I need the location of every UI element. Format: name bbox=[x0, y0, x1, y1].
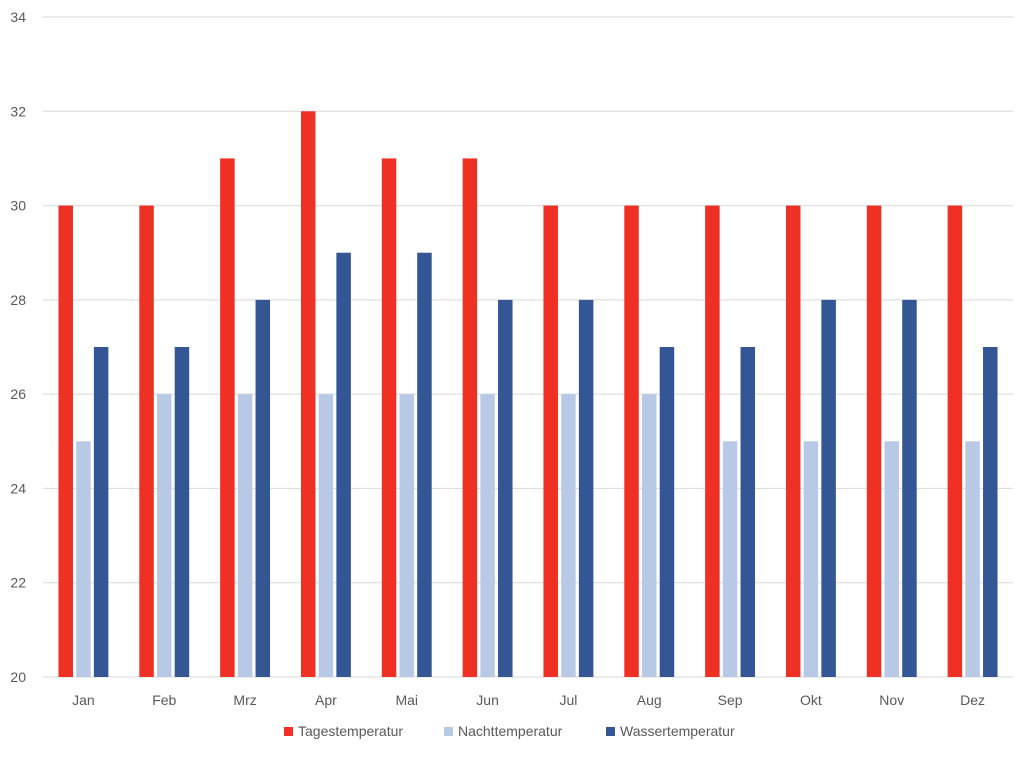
legend-item-nachttemperatur: Nachttemperatur bbox=[444, 723, 563, 739]
x-tick-label: Jun bbox=[476, 692, 499, 708]
bar-tagestemperatur-mai bbox=[381, 158, 397, 677]
bar-tagestemperatur-jan bbox=[58, 205, 73, 678]
y-tick-label: 26 bbox=[10, 386, 26, 402]
bar-tagestemperatur-dez bbox=[947, 205, 963, 678]
bar-wassertemperatur-nov bbox=[902, 299, 917, 677]
x-axis-ticks: Jan Feb Mrz Apr Mai Jun Jul Aug Sep Okt Nov Dez bbox=[72, 692, 985, 708]
legend-item-tagestemperatur: Tagestemperatur bbox=[284, 723, 403, 739]
x-tick-label: Jul bbox=[559, 692, 577, 708]
x-tick-label: Jan bbox=[72, 692, 95, 708]
bar-wassertemperatur-dez bbox=[983, 347, 998, 677]
bar-nachttemperatur-apr bbox=[318, 394, 334, 677]
bar-tagestemperatur-aug bbox=[624, 205, 639, 678]
bar-tagestemperatur-apr bbox=[300, 111, 316, 678]
bar-tagestemperatur-nov bbox=[866, 205, 882, 678]
legend-swatch bbox=[284, 727, 293, 736]
bar-nachttemperatur-mai bbox=[399, 394, 414, 677]
bar-nachttemperatur-mrz bbox=[237, 394, 253, 677]
bar-wassertemperatur-feb bbox=[174, 347, 190, 677]
bar-wassertemperatur-aug bbox=[659, 347, 675, 677]
y-tick-label: 34 bbox=[10, 9, 26, 25]
y-tick-label: 30 bbox=[10, 198, 26, 214]
legend-label: Wassertemperatur bbox=[620, 723, 735, 739]
bar-wassertemperatur-sep bbox=[740, 347, 756, 677]
x-tick-label: Mrz bbox=[233, 692, 256, 708]
bar-wassertemperatur-mai bbox=[417, 252, 432, 677]
x-tick-label: Okt bbox=[800, 692, 822, 708]
x-tick-label: Feb bbox=[152, 692, 176, 708]
bar-nachttemperatur-feb bbox=[157, 394, 172, 677]
bar-tagestemperatur-feb bbox=[139, 205, 154, 678]
bar-nachttemperatur-nov bbox=[884, 441, 899, 677]
x-tick-label: Sep bbox=[718, 692, 743, 708]
bar-wassertemperatur-jan bbox=[93, 347, 109, 677]
bar-tagestemperatur-okt bbox=[785, 205, 801, 678]
grid-layer bbox=[43, 16, 1013, 678]
bar-tagestemperatur-sep bbox=[705, 205, 720, 678]
y-tick-label: 20 bbox=[10, 669, 26, 685]
bar-wassertemperatur-apr bbox=[336, 252, 351, 677]
y-tick-label: 32 bbox=[10, 103, 26, 119]
bar-nachttemperatur-dez bbox=[965, 441, 980, 677]
legend-swatch bbox=[606, 727, 615, 736]
x-tick-label: Mai bbox=[395, 692, 418, 708]
bar-wassertemperatur-okt bbox=[821, 299, 836, 677]
legend-label: Nachttemperatur bbox=[458, 723, 563, 739]
y-tick-label: 24 bbox=[10, 480, 26, 496]
legend-swatch bbox=[444, 727, 453, 736]
bar-nachttemperatur-sep bbox=[722, 441, 738, 677]
bar-nachttemperatur-aug bbox=[642, 394, 657, 677]
x-tick-label: Aug bbox=[637, 692, 662, 708]
x-tick-label: Apr bbox=[315, 692, 337, 708]
x-tick-label: Nov bbox=[879, 692, 904, 708]
bar-nachttemperatur-jun bbox=[480, 394, 495, 677]
legend: Tagestemperatur Nachttemperatur Wassertemp… bbox=[284, 723, 735, 739]
bar-wassertemperatur-jul bbox=[578, 299, 594, 677]
bar-nachttemperatur-okt bbox=[803, 441, 819, 677]
bar-layer bbox=[58, 111, 998, 678]
bar-tagestemperatur-jul bbox=[543, 205, 558, 678]
bar-tagestemperatur-mrz bbox=[220, 158, 235, 677]
x-tick-label: Dez bbox=[960, 692, 985, 708]
bar-tagestemperatur-jun bbox=[462, 158, 478, 677]
y-axis-ticks: 20 22 24 26 28 30 32 34 bbox=[10, 9, 26, 685]
legend-label: Tagestemperatur bbox=[298, 723, 403, 739]
legend-item-wassertemperatur: Wassertemperatur bbox=[606, 723, 735, 739]
bar-wassertemperatur-mrz bbox=[255, 299, 271, 677]
bar-nachttemperatur-jan bbox=[76, 441, 91, 677]
series-tagestemperatur bbox=[58, 111, 963, 678]
series-wassertemperatur bbox=[93, 252, 998, 677]
series-nachttemperatur bbox=[76, 394, 980, 677]
bar-nachttemperatur-jul bbox=[561, 394, 576, 677]
y-tick-label: 28 bbox=[10, 292, 26, 308]
bar-wassertemperatur-jun bbox=[498, 299, 513, 677]
y-tick-label: 22 bbox=[10, 575, 26, 591]
